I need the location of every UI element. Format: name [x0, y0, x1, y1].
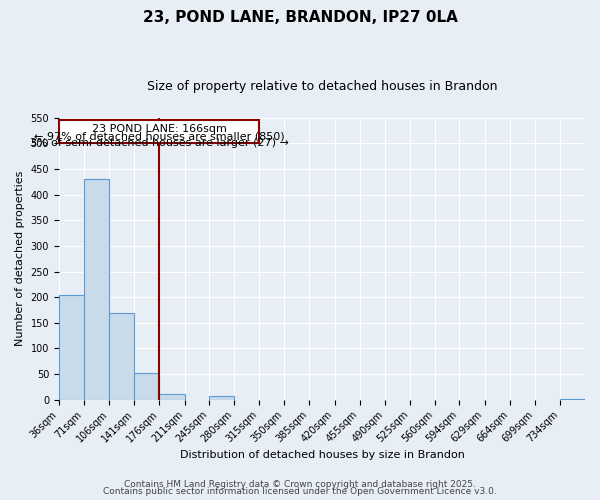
Text: 23 POND LANE: 166sqm: 23 POND LANE: 166sqm [92, 124, 226, 134]
Y-axis label: Number of detached properties: Number of detached properties [15, 171, 25, 346]
Text: Contains public sector information licensed under the Open Government Licence v3: Contains public sector information licen… [103, 487, 497, 496]
X-axis label: Distribution of detached houses by size in Brandon: Distribution of detached houses by size … [179, 450, 464, 460]
Text: 23, POND LANE, BRANDON, IP27 0LA: 23, POND LANE, BRANDON, IP27 0LA [143, 10, 457, 25]
Text: ← 97% of detached houses are smaller (850): ← 97% of detached houses are smaller (85… [34, 131, 284, 141]
Bar [59, 294, 84, 400]
Text: Contains HM Land Registry data © Crown copyright and database right 2025.: Contains HM Land Registry data © Crown c… [124, 480, 476, 489]
Bar [84, 180, 109, 400]
Bar [209, 396, 234, 400]
Bar [134, 372, 160, 400]
Bar [109, 312, 134, 400]
Bar [560, 399, 585, 400]
FancyBboxPatch shape [59, 120, 259, 144]
Bar [160, 394, 185, 400]
Text: 3% of semi-detached houses are larger (27) →: 3% of semi-detached houses are larger (2… [29, 138, 289, 148]
Title: Size of property relative to detached houses in Brandon: Size of property relative to detached ho… [147, 80, 497, 93]
